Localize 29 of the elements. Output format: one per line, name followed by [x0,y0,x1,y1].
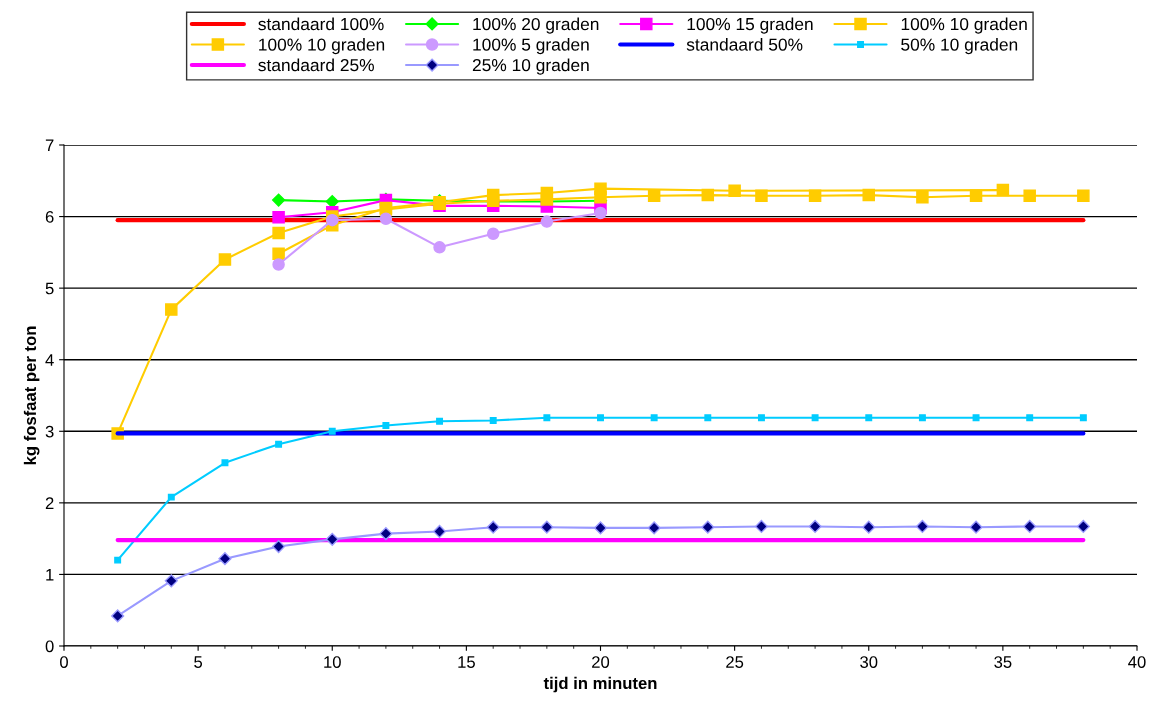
x-tick-label: 20 [592,656,610,668]
legend-label: 100% 20 graden [473,17,599,34]
x-tick-label: 30 [860,656,878,668]
x-tick-label: 35 [994,656,1012,668]
legend-label: 100% 15 graden [687,17,813,34]
y-tick-label: 2 [45,497,54,509]
y-tick-label: 0 [45,640,54,653]
y-tick-label: 3 [45,425,54,438]
x-tick-label: 25 [726,656,744,668]
x-tick-label: 5 [194,656,203,668]
x-tick-label: 0 [60,656,68,668]
y-tick-label: 7 [45,139,54,152]
y-tick-label: 1 [46,569,54,581]
y-tick-label: 4 [45,354,54,366]
legend-label: standaard 100% [258,17,384,31]
y-tick-label: 6 [45,210,54,223]
legend-label: 100% 10 graden [901,17,1027,34]
y-tick-label: 5 [45,282,54,295]
legend-label: 25% 10 graden [472,58,589,75]
legend-label: 50% 10 graden [901,38,1018,55]
legend-label: standaard 50% [686,38,803,51]
x-tick-label: 10 [324,656,341,668]
x-tick-label: 40 [1128,656,1146,668]
x-tick-label: 15 [458,656,475,668]
legend-label: standaard 25% [258,58,374,72]
legend-label: 100% 5 graden [473,38,589,55]
legend-label: 100% 10 graden [259,38,385,55]
x-axis-title: tijd in minuten [543,676,657,693]
y-axis-title: kg fosfaat per ton [23,326,40,465]
